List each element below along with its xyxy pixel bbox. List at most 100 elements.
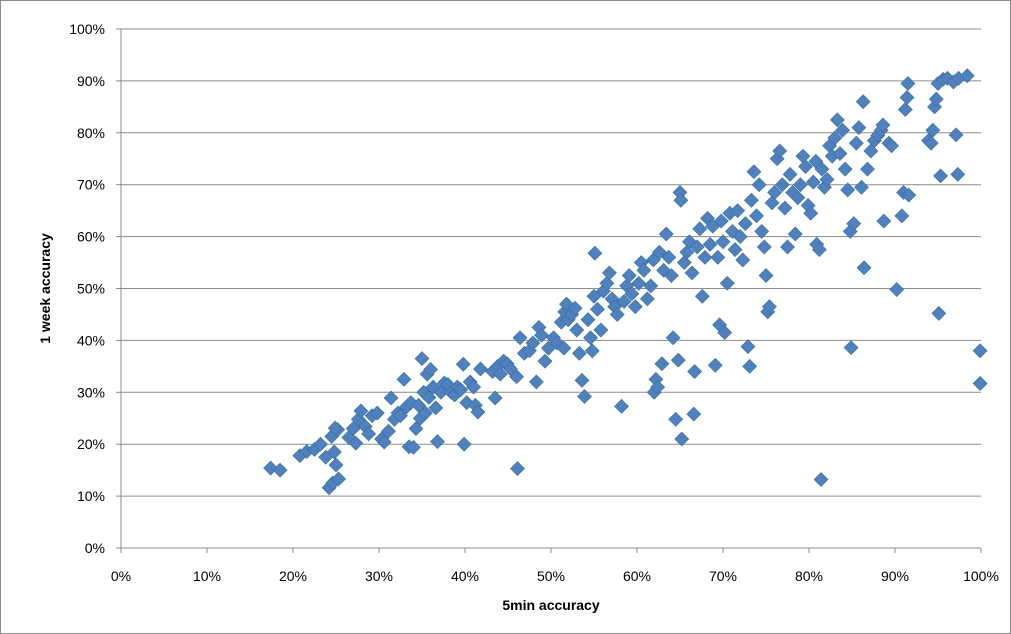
y-tick-label: 30% [77,384,105,400]
data-point [687,364,703,379]
data-point [950,166,966,182]
axes [116,28,982,553]
data-point [790,190,806,206]
data-point [933,168,949,184]
data-point [746,164,762,180]
y-tick-label: 80% [77,125,105,141]
y-tick-label: 40% [77,332,105,348]
data-point [840,182,856,198]
data-point [814,161,830,177]
data-point [534,327,549,343]
data-point [348,435,364,451]
data-point [743,192,759,208]
data-point [889,282,905,297]
data-point [931,305,947,321]
data-point [792,177,808,193]
data-point [855,94,871,110]
x-tick-label: 0% [111,568,131,584]
data-point [749,208,764,224]
data-point [599,275,615,291]
data-point [707,357,723,373]
data-point [670,352,686,368]
data-point [694,288,710,304]
data-point [813,472,829,487]
data-point [717,325,733,341]
data-point [414,351,430,366]
data-point [684,265,700,281]
data-point [860,161,875,177]
data-point [537,353,553,369]
data-point [665,330,681,346]
data-point [272,462,288,478]
data-point [854,179,869,195]
data-point [751,177,767,193]
data-point [851,120,867,136]
data-point [679,244,695,260]
data-point [361,426,377,442]
x-tick-label: 50% [537,568,565,584]
x-tick-label: 20% [279,568,307,584]
data-point [673,192,689,208]
data-point [805,174,821,190]
data-point [593,322,609,338]
x-tick-label: 30% [365,568,393,584]
data-point [782,166,798,182]
data-point [894,208,910,224]
data-point [928,91,944,107]
x-tick-label: 70% [709,568,737,584]
data-point [832,146,848,161]
data-point [897,102,913,117]
data-point [616,294,632,309]
data-point [627,299,643,315]
data-point [697,249,713,265]
data-point [654,356,670,372]
data-point [455,356,471,372]
data-point [689,239,705,255]
data-point [650,379,666,395]
data-point [780,239,795,255]
data-point [602,265,617,281]
data-point [829,112,845,128]
data-point [396,371,412,387]
data-point [803,205,819,221]
data-point [636,262,652,278]
data-point [556,340,572,356]
data-point [661,249,677,265]
x-tick-labels: 0% 10% 20% 30% 40% 50% 60% 70% 80% 90% 100% [111,568,999,584]
data-point [798,159,813,174]
data-point [819,172,835,187]
data-point [827,130,843,146]
data-point [972,343,988,359]
data-point [577,389,592,404]
data-point [567,300,583,316]
data-point [702,236,718,252]
y-tick-label: 20% [77,436,105,452]
data-point [899,90,915,105]
data-point [408,421,424,437]
data-point [381,423,396,439]
data-point [777,200,793,216]
data-point [740,339,756,355]
data-point [383,390,399,406]
data-point [525,335,541,351]
data-point [663,268,679,283]
data-point [925,122,941,138]
data-point [393,408,408,424]
data-point [686,406,702,422]
y-tick-label: 90% [77,73,105,89]
data-point [651,244,667,260]
data-point [509,369,525,385]
data-point [411,397,426,413]
x-tick-label: 40% [451,568,479,584]
y-tick-label: 50% [77,281,105,297]
y-tick-labels: 0% 10% 20% 30% 40% 50% 60% 70% 80% 90% 100% [69,21,105,556]
gridlines [121,28,981,497]
data-point [376,434,392,450]
data-point [900,76,916,91]
data-point [754,223,770,239]
data-point [586,288,602,304]
data-point [767,185,783,200]
y-tick-label: 60% [77,229,105,245]
data-point [923,135,939,151]
data-point [487,390,503,406]
